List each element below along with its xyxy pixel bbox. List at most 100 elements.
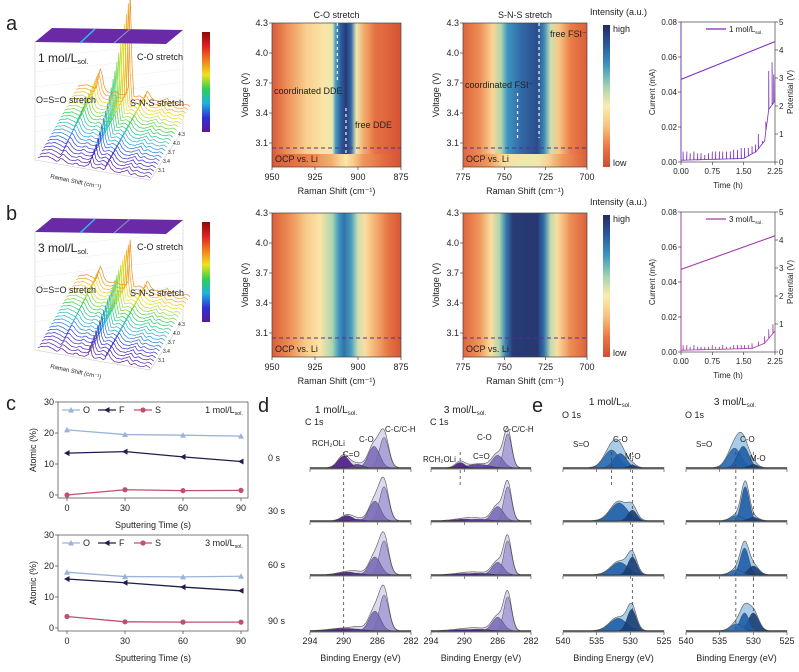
data-point-marker [64,613,70,620]
raman-spectrum-trace [51,117,164,155]
grid-line [34,120,184,148]
concentration-label-main: 1 mol/L [589,397,622,408]
annotation-c-o-stretch: C-O stretch [137,242,183,252]
raman-spectrum-trace [51,310,164,345]
data-point-marker [238,433,244,439]
legend-label: F [119,405,125,415]
heatmap-region-below-ocp [463,154,587,167]
series-F: F [64,538,244,594]
y-right-tick-label: 4 [779,236,784,245]
atomic-percent-plot: 0 30 60 90 0 10 20 30 Sputtering Time (s) Atomic … [28,397,249,530]
y-axis-label: Voltage (V) [240,73,250,118]
data-point-marker [180,453,186,460]
raman-spectrum-trace [47,131,160,162]
heatmap-region-below-ocp [272,154,401,167]
xps-peak-s-o [563,618,664,632]
raman-spectrum-trace [47,320,160,352]
x-tick-label: 700 [579,172,594,182]
xps-peak-s-o [686,515,787,522]
x-tick-label: 950 [264,362,279,372]
x-tick-label: 875 [393,362,408,372]
annotation-coordinated-dde: coordinated DDE [274,86,343,96]
xps-envelope [430,590,532,632]
legend-label-main: 1 mol/L [729,25,756,34]
current-potential-plot: 0.00 0.75 1.50 2.25 0.00 0.02 0.04 0.06 0.08 0 1 2 3… [648,18,795,190]
plot-frame [680,21,776,163]
xps-envelope [430,534,532,576]
concentration-label-main: 3 mol/L [444,405,477,416]
x-axis-label: Time (h) [713,181,743,190]
series-S: S [64,538,244,625]
data-point-marker [238,573,244,579]
raman-heatmap: OCP vs. Li 950 925 900 875 3.1 3.4 3.7 4.0 4.3 Ram… [240,208,409,386]
raman-spectrum-trace [37,345,151,369]
xps-peak-rch2oli [431,629,531,632]
series-line [66,578,242,592]
data-point-marker [64,576,70,583]
projection-stripe [113,218,131,234]
y-tick-label: 0 [49,623,54,633]
raman-spectrum-trace [72,23,185,118]
y-tick-label: 3.4 [446,108,459,118]
potential-trace [680,41,776,80]
x-tick-label: 0.00 [673,357,689,366]
peak-label: C-C/C-H [503,425,534,434]
y-axis-label: Atomic (%) [28,561,38,605]
y-right-tick-label: 2 [779,292,784,301]
voltage-tick-label: 4.3 [178,322,185,328]
grid-line [34,232,184,248]
3d-top-projection [35,218,183,234]
xps-peak-c-o [310,573,411,576]
xps-spectrum [562,500,665,525]
concentration-label: 1 mol/Lsol. [38,51,89,66]
xps-peak-c-c-c-h [431,540,531,576]
heatmap-region-below-ocp [463,344,587,357]
current-trace [680,212,776,351]
grid-line [34,55,184,73]
raman-spectrum-trace [37,155,151,179]
ocp-label: OCP vs. Li [275,154,318,164]
y-tick-label: 0.04 [661,278,677,287]
series-line [66,615,241,623]
x-tick-label: 294 [302,636,317,646]
projection-stripe [79,218,96,234]
xps-peak-s-o [686,569,787,576]
core-level-label: C 1s [430,417,449,427]
x-axis-label: Raman Shift (cm⁻¹) [486,376,564,386]
data-point-marker [122,431,128,438]
x-tick-label: 2.25 [767,167,783,176]
x-tick-label: 60 [178,636,188,646]
x-axis-label: Time (h) [713,371,743,380]
colorbar-low-label: low [613,348,627,358]
colorbar-title: Intensity (a.u.) [590,197,647,207]
legend-label: S [155,405,161,415]
data-point-marker [238,487,244,493]
annotation-s-n-s-stretch: S-N-S stretch [130,288,184,298]
concentration-label-main: 3 mol/L [714,397,747,408]
data-point-marker [180,432,186,438]
x-axis-label: Binding Energy (eV) [441,653,522,663]
panel-label-a: a [6,13,18,35]
data-point-marker [180,573,186,580]
concentration-label-sub: sol. [77,57,88,66]
annotation-coordinated-fsi: coordinated FSI⁻ [465,80,534,90]
x-tick-label: 535 [589,636,604,646]
colorbar-high-label: high [613,24,630,34]
y-tick-label: 3.4 [255,298,268,308]
ocp-label: OCP vs. Li [275,344,318,354]
x-tick-label: 30 [120,503,130,513]
concentration-label: 1 mol/Lsol. [589,397,631,409]
xps-spectrum [430,479,532,525]
xps-spectrum: 294 290 286 282 [423,590,539,646]
xps-peak-m-o [686,517,787,522]
y-tick-label: 10 [44,459,54,469]
voltage-tick-label: 4.3 [178,132,185,138]
x-axis-label: Binding Energy (eV) [573,653,654,663]
raman-spectrum-trace [60,79,174,138]
core-level-label: O 1s [562,410,582,420]
x-tick-label: 700 [579,362,594,372]
legend-label: S [155,538,161,548]
x-axis-label: Raman Shift (cm⁻¹) [486,186,564,196]
raman-spectrum-trace [56,95,170,145]
